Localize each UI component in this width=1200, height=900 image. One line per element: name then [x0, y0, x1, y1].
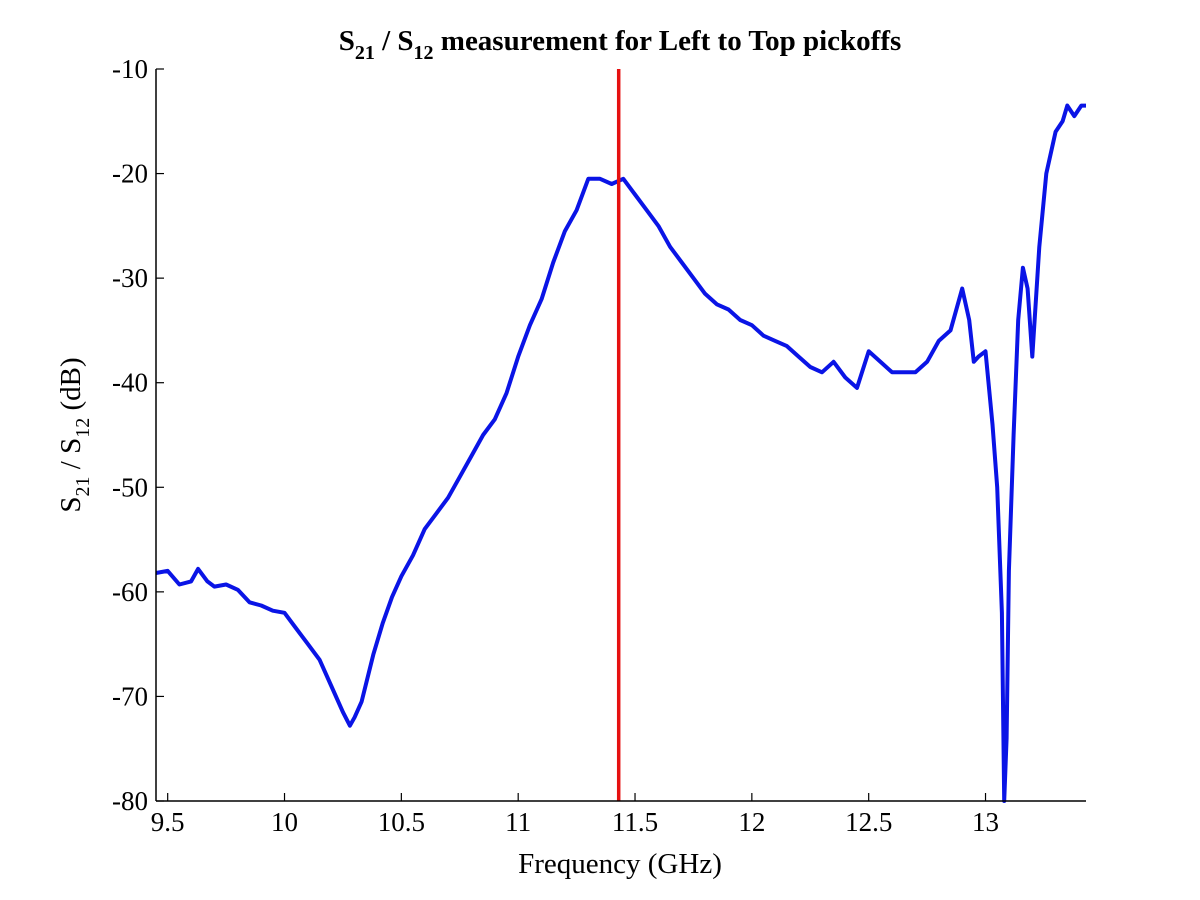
- x-tick-label: 13: [972, 807, 999, 837]
- x-tick-label: 10.5: [378, 807, 425, 837]
- y-axis-ticks: -80 -70 -60 -50 -40 -30 -20 -10: [112, 54, 164, 816]
- y-label-sub2: 12: [72, 418, 94, 438]
- y-label-rest: (dB): [55, 357, 87, 417]
- y-label-sep: / S: [55, 438, 87, 477]
- x-tick-label: 10: [271, 807, 298, 837]
- chart-title: S21 / S12 measurement for Left to Top pi…: [339, 25, 902, 64]
- x-tick-label: 11: [505, 807, 531, 837]
- y-label-sub1: 21: [72, 476, 94, 496]
- y-tick-label: -50: [112, 472, 148, 502]
- y-tick-label: -30: [112, 263, 148, 293]
- chart-title-s: S: [339, 25, 355, 57]
- series-line-measurement: [155, 103, 1086, 803]
- x-tick-label: 9.5: [151, 807, 185, 837]
- x-tick-label: 12.5: [845, 807, 892, 837]
- chart-title-sub1: 21: [355, 42, 375, 64]
- y-tick-label: -20: [112, 159, 148, 189]
- x-tick-label: 12: [738, 807, 765, 837]
- chart-title-rest: measurement for Left to Top pickoffs: [434, 25, 902, 57]
- y-tick-label: -80: [112, 786, 148, 816]
- y-tick-label: -70: [112, 681, 148, 711]
- y-tick-label: -40: [112, 368, 148, 398]
- chart-title-sep: / S: [375, 25, 414, 57]
- chart-title-sub2: 12: [414, 42, 434, 64]
- x-tick-label: 11.5: [612, 807, 658, 837]
- x-axis-label: Frequency (GHz): [518, 848, 722, 880]
- y-tick-label: -60: [112, 577, 148, 607]
- y-label-s: S: [55, 496, 87, 512]
- plot-area: [155, 69, 1086, 803]
- y-axis-label: S21 / S12 (dB): [55, 357, 94, 512]
- x-axis-ticks: 9.5 10 10.5 11 11.5 12 12.5 13: [151, 793, 999, 837]
- y-tick-label: -10: [112, 54, 148, 84]
